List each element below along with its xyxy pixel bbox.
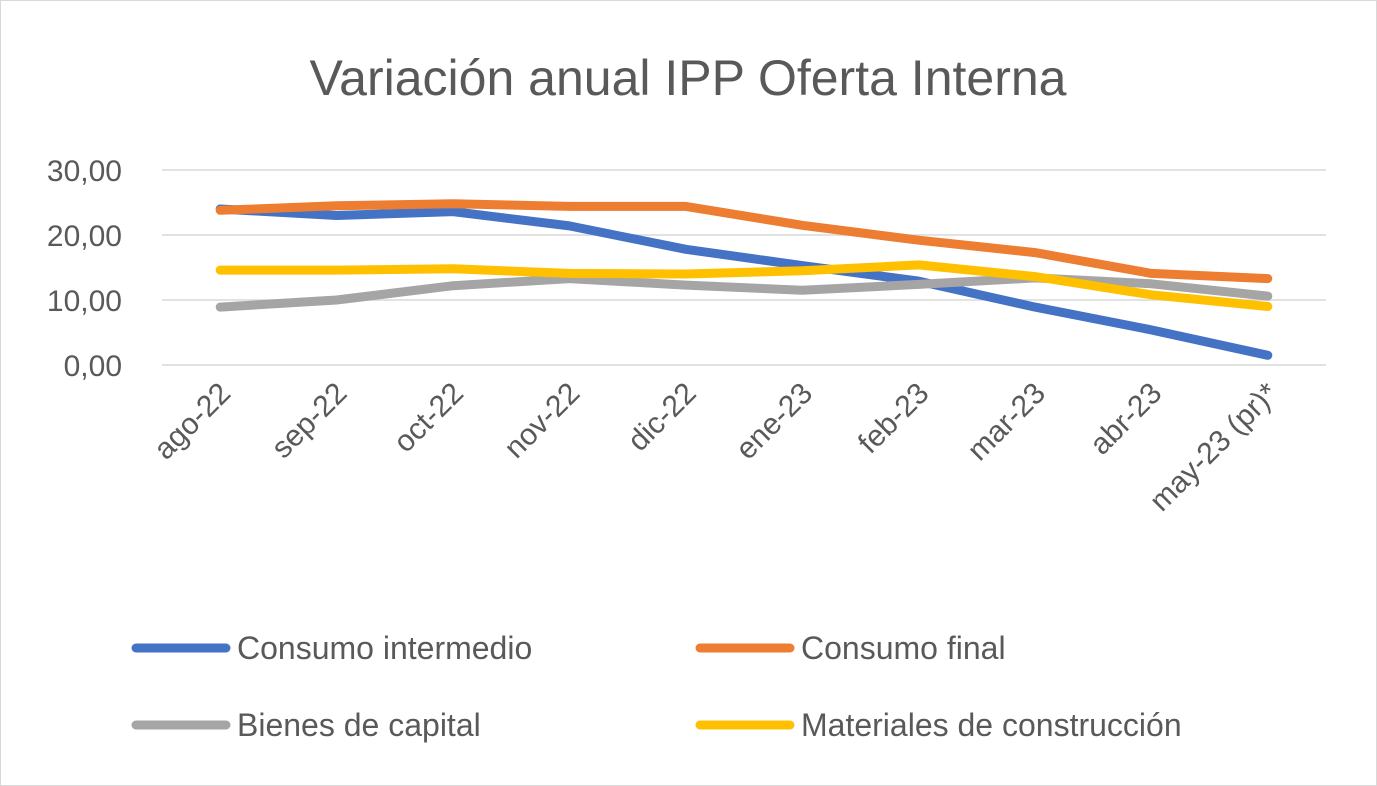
x-axis-tick-labels: ago-22 sep-22 oct-22 nov-22 dic-22 ene-23 feb-… xyxy=(148,376,1285,517)
x-tick-label: ago-22 xyxy=(148,377,237,466)
legend-label: Materiales de construcción xyxy=(801,707,1182,743)
y-tick-label: 30,00 xyxy=(47,155,122,188)
y-tick-label: 10,00 xyxy=(47,285,122,318)
legend-label: Consumo intermedio xyxy=(237,630,532,666)
legend-label: Consumo final xyxy=(801,630,1006,666)
series-line-1 xyxy=(215,199,1273,284)
x-tick-label: dic-22 xyxy=(622,377,703,458)
legend-label: Bienes de capital xyxy=(237,707,481,743)
y-tick-label: 20,00 xyxy=(47,220,122,253)
chart-title: Variación anual IPP Oferta Interna xyxy=(310,50,1067,106)
y-axis-tick-labels: 0,00 10,00 20,00 30,00 xyxy=(47,155,122,383)
series-lines xyxy=(215,199,1273,360)
x-tick-label: oct-22 xyxy=(388,377,470,459)
y-tick-label: 0,00 xyxy=(64,350,122,383)
x-tick-label: sep-22 xyxy=(265,377,353,465)
x-tick-label: abr-23 xyxy=(1084,377,1169,462)
legend: Consumo intermedio Consumo final Bienes de… xyxy=(131,630,1182,743)
x-tick-label: mar-23 xyxy=(961,377,1052,468)
x-tick-label: nov-22 xyxy=(498,377,586,465)
series-line-3 xyxy=(215,260,1273,311)
x-tick-label: feb-23 xyxy=(852,377,935,460)
series-line-2 xyxy=(215,273,1273,312)
series-line-0 xyxy=(215,204,1273,360)
x-tick-label: ene-23 xyxy=(730,377,819,466)
